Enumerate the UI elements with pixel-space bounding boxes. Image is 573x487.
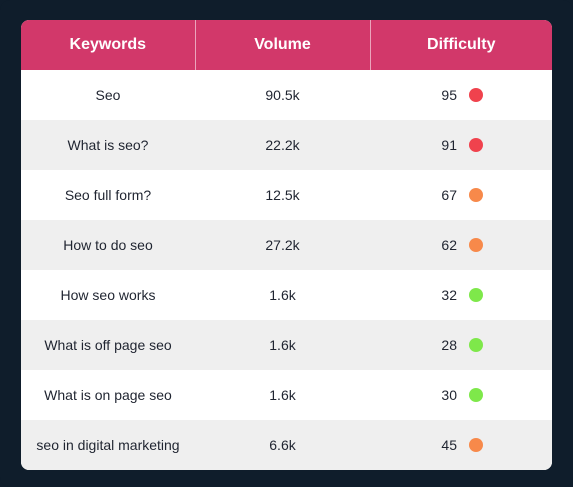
- difficulty-group: 28: [439, 337, 483, 353]
- difficulty-group: 45: [439, 437, 483, 453]
- difficulty-cell: 45: [370, 420, 552, 470]
- difficulty-value: 28: [441, 337, 457, 353]
- table-row: How seo works 1.6k 32: [21, 270, 552, 320]
- keyword-cell: seo in digital marketing: [21, 420, 195, 470]
- volume-cell: 12.5k: [195, 170, 370, 220]
- keyword-cell: How seo works: [21, 270, 195, 320]
- difficulty-value: 30: [441, 387, 457, 403]
- difficulty-indicator-icon: [469, 188, 483, 202]
- volume-cell: 1.6k: [195, 320, 370, 370]
- volume-cell: 1.6k: [195, 270, 370, 320]
- volume-cell: 1.6k: [195, 370, 370, 420]
- keyword-cell: What is off page seo: [21, 320, 195, 370]
- difficulty-indicator-icon: [469, 88, 483, 102]
- difficulty-value: 32: [441, 287, 457, 303]
- header-difficulty: Difficulty: [370, 20, 552, 70]
- table-row: What is off page seo 1.6k 28: [21, 320, 552, 370]
- keyword-table-card: Keywords Volume Difficulty Seo 90.5k 95 Wha…: [21, 20, 552, 470]
- difficulty-indicator-icon: [469, 338, 483, 352]
- keyword-cell: What is seo?: [21, 120, 195, 170]
- difficulty-group: 95: [439, 87, 483, 103]
- keyword-table: Keywords Volume Difficulty Seo 90.5k 95 Wha…: [21, 20, 552, 470]
- keyword-cell: How to do seo: [21, 220, 195, 270]
- difficulty-indicator-icon: [469, 138, 483, 152]
- table-row: Seo 90.5k 95: [21, 70, 552, 120]
- difficulty-indicator-icon: [469, 438, 483, 452]
- difficulty-cell: 62: [370, 220, 552, 270]
- difficulty-cell: 30: [370, 370, 552, 420]
- difficulty-value: 95: [441, 87, 457, 103]
- difficulty-group: 32: [439, 287, 483, 303]
- table-row: Seo full form? 12.5k 67: [21, 170, 552, 220]
- difficulty-group: 91: [439, 137, 483, 153]
- volume-cell: 90.5k: [195, 70, 370, 120]
- difficulty-indicator-icon: [469, 288, 483, 302]
- table-row: What is on page seo 1.6k 30: [21, 370, 552, 420]
- table-row: seo in digital marketing 6.6k 45: [21, 420, 552, 470]
- difficulty-indicator-icon: [469, 388, 483, 402]
- keyword-cell: Seo full form?: [21, 170, 195, 220]
- difficulty-value: 91: [441, 137, 457, 153]
- difficulty-cell: 95: [370, 70, 552, 120]
- table-header-row: Keywords Volume Difficulty: [21, 20, 552, 70]
- difficulty-value: 67: [441, 187, 457, 203]
- volume-cell: 27.2k: [195, 220, 370, 270]
- table-row: How to do seo 27.2k 62: [21, 220, 552, 270]
- difficulty-group: 30: [439, 387, 483, 403]
- difficulty-cell: 67: [370, 170, 552, 220]
- difficulty-group: 62: [439, 237, 483, 253]
- volume-cell: 22.2k: [195, 120, 370, 170]
- keyword-cell: Seo: [21, 70, 195, 120]
- volume-cell: 6.6k: [195, 420, 370, 470]
- header-keywords: Keywords: [21, 20, 196, 70]
- table-row: What is seo? 22.2k 91: [21, 120, 552, 170]
- header-volume: Volume: [195, 20, 371, 70]
- difficulty-value: 62: [441, 237, 457, 253]
- difficulty-value: 45: [441, 437, 457, 453]
- difficulty-cell: 32: [370, 270, 552, 320]
- difficulty-cell: 28: [370, 320, 552, 370]
- difficulty-indicator-icon: [469, 238, 483, 252]
- keyword-cell: What is on page seo: [21, 370, 195, 420]
- difficulty-group: 67: [439, 187, 483, 203]
- difficulty-cell: 91: [370, 120, 552, 170]
